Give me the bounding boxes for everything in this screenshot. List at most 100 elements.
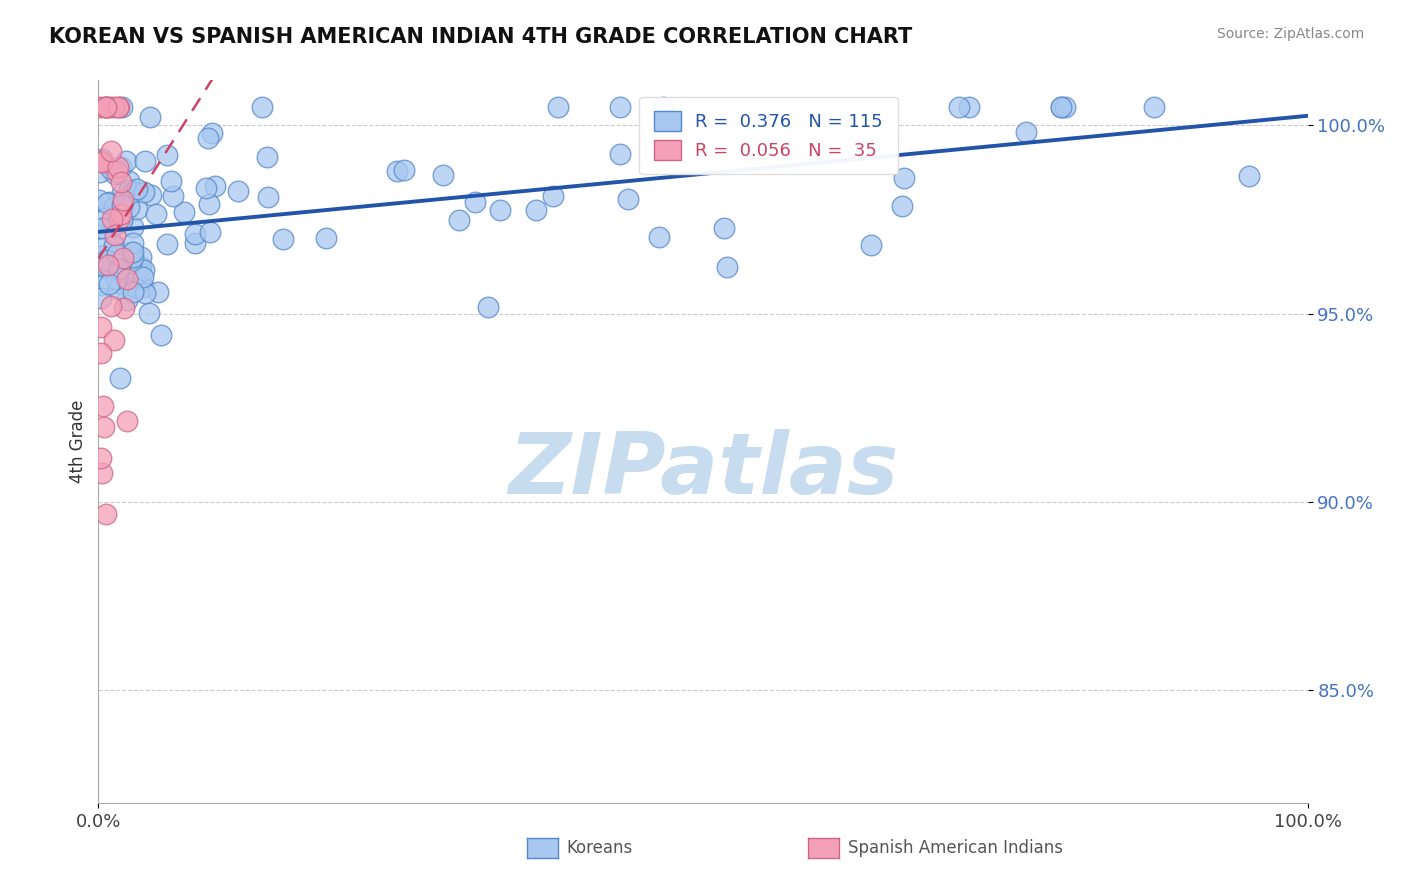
Point: [98, 277, 121, 292]
Point: [115, 265, 138, 279]
Point: [108, 212, 131, 227]
Point: [97, 259, 120, 273]
Point: [105, 217, 128, 231]
Point: [103, 237, 125, 252]
Point: [110, 256, 132, 270]
Point: [120, 244, 142, 259]
Point: [115, 272, 138, 286]
Point: [122, 186, 145, 200]
Point: [110, 207, 132, 221]
Y-axis label: 4th Grade: 4th Grade: [69, 400, 87, 483]
Point: [105, 246, 128, 260]
Point: [108, 100, 131, 114]
Point: [90, 450, 112, 465]
Point: [110, 160, 132, 174]
Point: [1050, 100, 1073, 114]
Point: [121, 236, 143, 251]
Point: [111, 252, 134, 266]
Legend: R =  0.376   N = 115, R =  0.056   N =  35: R = 0.376 N = 115, R = 0.056 N = 35: [640, 96, 897, 174]
Point: [162, 188, 184, 202]
Point: [107, 100, 129, 114]
Point: [105, 161, 128, 176]
Point: [127, 182, 149, 196]
Point: [104, 167, 127, 181]
Point: [713, 221, 735, 235]
Point: [90, 221, 112, 235]
Point: [100, 144, 122, 158]
Point: [89, 165, 111, 179]
Point: [124, 279, 146, 293]
Point: [387, 164, 409, 178]
Point: [89, 153, 111, 168]
Point: [150, 328, 173, 343]
Point: [98, 195, 121, 210]
Text: Source: ZipAtlas.com: Source: ZipAtlas.com: [1216, 27, 1364, 41]
Point: [273, 232, 295, 246]
Point: [118, 173, 141, 187]
Point: [315, 231, 337, 245]
Point: [716, 260, 738, 274]
Point: [524, 202, 547, 217]
Point: [609, 146, 631, 161]
Point: [90, 346, 112, 360]
Point: [103, 333, 125, 347]
Point: [91, 240, 114, 254]
Point: [134, 286, 156, 301]
Point: [94, 508, 117, 522]
Point: [131, 279, 153, 293]
Text: Koreans: Koreans: [567, 839, 633, 857]
Point: [464, 194, 486, 209]
Text: Spanish American Indians: Spanish American Indians: [848, 839, 1063, 857]
Point: [115, 153, 138, 168]
Point: [134, 186, 156, 200]
Point: [91, 399, 114, 413]
Point: [90, 319, 112, 334]
Point: [160, 174, 183, 188]
Point: [489, 203, 512, 218]
Point: [891, 199, 914, 213]
Point: [91, 260, 114, 275]
Point: [256, 150, 278, 164]
Point: [957, 100, 980, 114]
Point: [125, 202, 148, 217]
Point: [94, 100, 117, 114]
Point: [108, 262, 131, 277]
Point: [96, 260, 118, 275]
Point: [105, 165, 128, 179]
Point: [1239, 169, 1261, 184]
Point: [108, 277, 131, 291]
Point: [541, 189, 564, 203]
Point: [204, 178, 226, 193]
Point: [96, 100, 118, 114]
Point: [111, 213, 134, 227]
Point: [184, 235, 207, 250]
Point: [198, 197, 221, 211]
Point: [148, 285, 170, 300]
Point: [197, 131, 219, 145]
Point: [447, 212, 470, 227]
Point: [103, 239, 125, 253]
Point: [107, 282, 129, 296]
Point: [91, 278, 114, 293]
Point: [432, 168, 454, 182]
Point: [90, 152, 112, 166]
Point: [112, 301, 135, 315]
Point: [105, 272, 128, 286]
Text: ZIPatlas: ZIPatlas: [508, 429, 898, 512]
Point: [93, 254, 115, 268]
Point: [94, 100, 117, 114]
Point: [156, 237, 179, 252]
Point: [948, 100, 970, 114]
Point: [89, 100, 111, 114]
Point: [94, 211, 117, 225]
Point: [115, 293, 138, 307]
Point: [134, 153, 156, 168]
Point: [93, 221, 115, 235]
Point: [859, 238, 882, 252]
Point: [111, 100, 134, 114]
Point: [156, 148, 179, 162]
Point: [198, 225, 221, 239]
Point: [547, 100, 569, 114]
Point: [91, 155, 114, 169]
Point: [104, 228, 127, 243]
